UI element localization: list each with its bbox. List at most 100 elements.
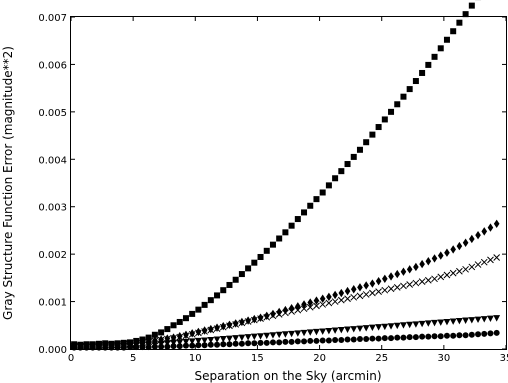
data-point-circle bbox=[89, 344, 96, 351]
data-point-circle bbox=[338, 336, 345, 343]
x-tick-label: 25 bbox=[375, 353, 388, 364]
x-tick-label: 5 bbox=[130, 353, 136, 364]
data-point-square bbox=[269, 241, 276, 248]
data-point-circle bbox=[226, 341, 233, 348]
data-point-circle bbox=[350, 336, 357, 343]
data-point-triangle-down bbox=[375, 324, 383, 331]
x-tick-label: 35 bbox=[500, 353, 508, 364]
data-point-square bbox=[307, 202, 314, 209]
data-point-square bbox=[319, 189, 326, 196]
data-point-square bbox=[456, 19, 463, 26]
data-point-triangle-down bbox=[487, 315, 494, 323]
x-tick-label: 10 bbox=[189, 353, 202, 364]
data-point-triangle-down bbox=[281, 331, 289, 338]
data-point-x bbox=[275, 311, 283, 318]
data-point-square bbox=[462, 11, 469, 18]
data-point-circle bbox=[145, 344, 152, 351]
data-point-triangle-down bbox=[412, 321, 420, 328]
data-point-x bbox=[350, 293, 358, 301]
data-point-diamond bbox=[382, 274, 388, 284]
data-point-circle bbox=[493, 329, 500, 336]
data-point-square bbox=[450, 28, 457, 35]
data-point-x bbox=[462, 265, 469, 273]
data-point-square bbox=[164, 326, 171, 333]
data-point-triangle-down bbox=[300, 329, 308, 337]
data-point-diamond bbox=[431, 254, 438, 263]
data-point-diamond bbox=[251, 314, 258, 324]
data-point-x bbox=[207, 326, 215, 334]
data-point-triangle-down bbox=[462, 317, 470, 324]
data-point-x bbox=[188, 330, 196, 338]
data-point-square bbox=[282, 229, 289, 236]
data-point-triangle-down bbox=[474, 316, 482, 323]
data-point-x bbox=[213, 325, 221, 332]
series-triangle-down bbox=[70, 315, 501, 351]
data-point-triangle-down bbox=[201, 337, 209, 344]
data-point-x bbox=[487, 256, 494, 264]
data-point-circle bbox=[238, 340, 245, 347]
data-point-triangle-down bbox=[176, 339, 184, 346]
data-point-square bbox=[226, 281, 233, 288]
x-axis-label: Separation on the Sky (arcmin) bbox=[195, 369, 382, 383]
data-point-x bbox=[288, 308, 295, 315]
data-point-circle bbox=[431, 333, 438, 340]
data-point-square bbox=[468, 2, 475, 9]
data-point-triangle-down bbox=[431, 319, 438, 327]
data-point-circle bbox=[77, 344, 84, 351]
data-point-x bbox=[232, 320, 240, 328]
data-point-circle bbox=[257, 339, 264, 346]
data-point-triangle-down bbox=[182, 338, 190, 346]
data-point-diamond bbox=[375, 276, 382, 286]
data-point-triangle-down bbox=[163, 340, 171, 347]
data-point-x bbox=[263, 313, 271, 321]
data-point-triangle-down bbox=[232, 335, 240, 342]
data-point-circle bbox=[108, 344, 115, 351]
data-point-circle bbox=[170, 343, 177, 350]
data-point-x bbox=[294, 306, 302, 314]
data-point-x bbox=[412, 279, 420, 287]
data-point-diamond bbox=[270, 309, 276, 319]
data-point-diamond bbox=[357, 283, 363, 292]
data-point-square bbox=[363, 139, 370, 146]
data-point-x bbox=[306, 303, 314, 311]
data-point-x bbox=[325, 299, 333, 307]
data-point-diamond bbox=[487, 223, 494, 232]
data-point-diamond bbox=[437, 251, 444, 260]
data-point-x bbox=[244, 318, 252, 325]
data-point-x bbox=[400, 282, 407, 290]
data-point-circle bbox=[419, 333, 426, 340]
data-point-triangle-down bbox=[257, 333, 264, 340]
data-point-x bbox=[437, 273, 445, 281]
y-tick-label: 0.004 bbox=[38, 155, 67, 166]
data-point-x bbox=[480, 258, 488, 266]
data-point-x bbox=[195, 329, 202, 337]
data-point-triangle-down bbox=[350, 326, 358, 333]
data-point-diamond bbox=[344, 286, 351, 296]
data-point-x bbox=[176, 333, 184, 341]
data-point-circle bbox=[325, 337, 332, 344]
data-point-diamond bbox=[208, 324, 214, 334]
data-point-triangle-down bbox=[238, 334, 246, 342]
data-point-x bbox=[387, 285, 395, 293]
data-point-triangle-down bbox=[269, 332, 277, 339]
data-point-triangle-down bbox=[325, 327, 333, 335]
data-point-diamond bbox=[469, 234, 475, 244]
data-point-circle bbox=[220, 341, 227, 348]
data-point-diamond bbox=[413, 262, 419, 272]
data-point-triangle-down bbox=[306, 329, 314, 336]
data-point-triangle-down bbox=[263, 332, 271, 340]
data-point-circle bbox=[120, 344, 127, 351]
data-point-diamond bbox=[319, 294, 326, 303]
data-point-x bbox=[493, 254, 501, 261]
data-point-x bbox=[201, 328, 208, 335]
data-point-square bbox=[344, 161, 351, 168]
data-point-diamond bbox=[189, 329, 195, 338]
series-circle bbox=[71, 329, 500, 351]
data-point-circle bbox=[332, 336, 339, 343]
data-point-diamond bbox=[419, 259, 425, 269]
data-point-diamond bbox=[450, 245, 456, 254]
data-point-triangle-down bbox=[493, 315, 501, 322]
data-point-triangle-down bbox=[449, 318, 457, 325]
data-point-circle bbox=[437, 333, 444, 340]
